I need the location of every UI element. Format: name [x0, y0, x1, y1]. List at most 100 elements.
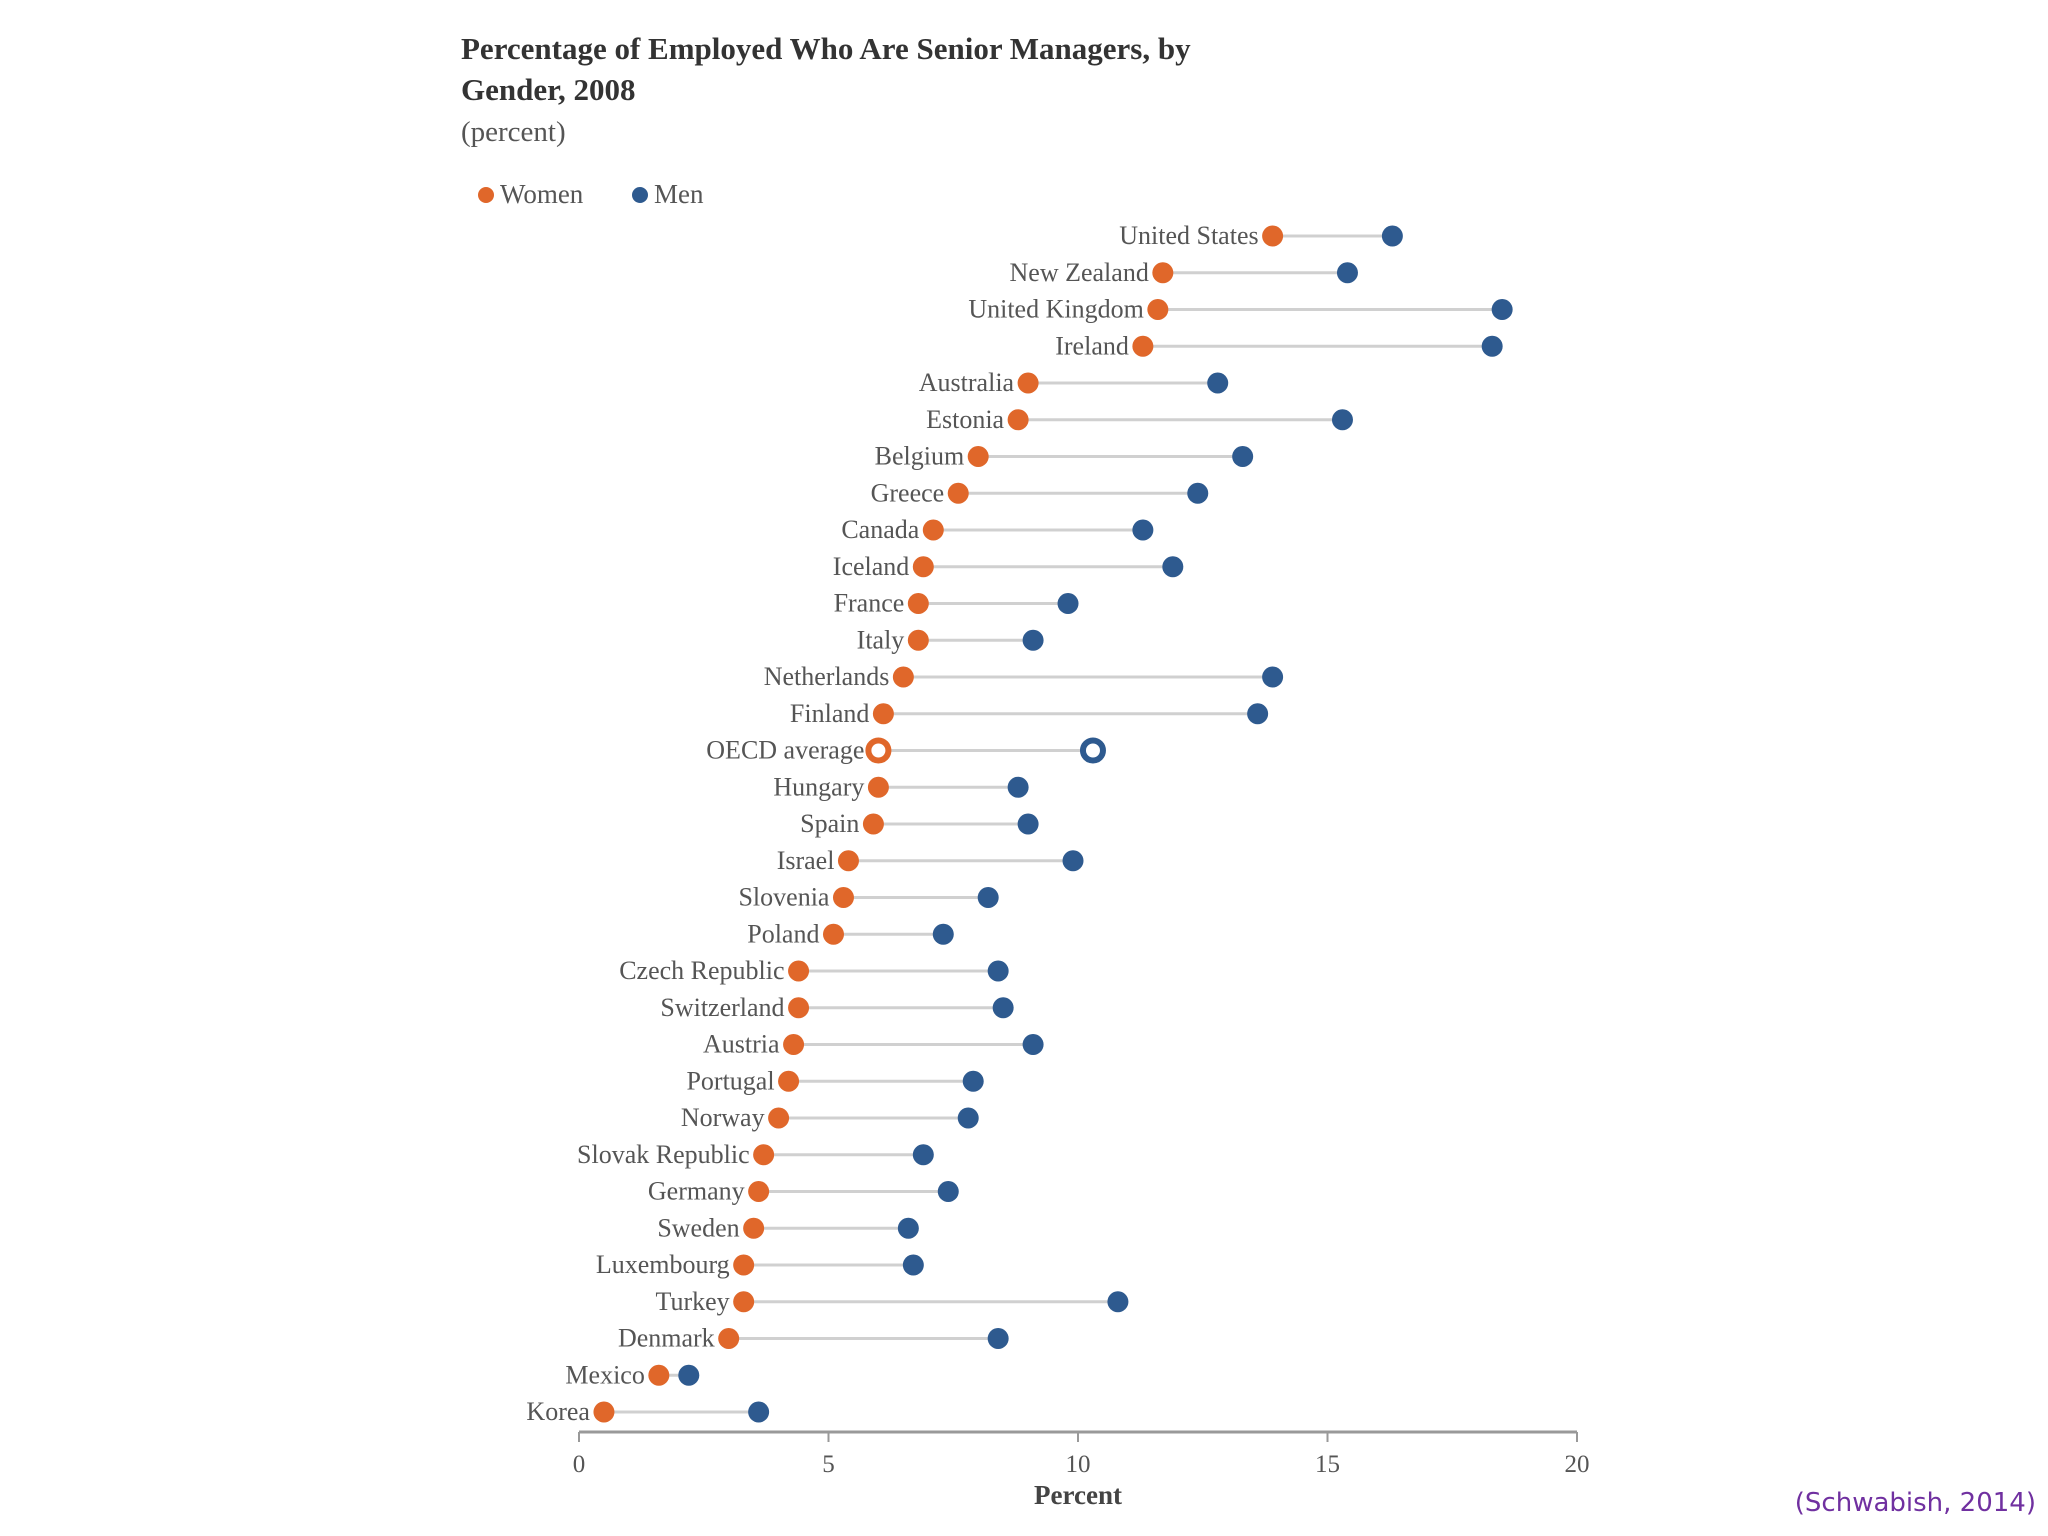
row-turkey: Turkey — [655, 1287, 1129, 1316]
point-women-czech-republic — [788, 960, 810, 982]
x-tick-label-15: 15 — [1315, 1451, 1340, 1478]
country-label-greece: Greece — [871, 478, 945, 507]
x-tick-label-5: 5 — [822, 1451, 835, 1478]
row-norway: Norway — [681, 1103, 979, 1132]
row-spain: Spain — [800, 809, 1039, 838]
country-label-france: France — [834, 589, 905, 618]
row-united-kingdom: United Kingdom — [968, 295, 1513, 324]
point-women-canada — [922, 519, 944, 541]
point-men-austria — [1022, 1034, 1044, 1055]
point-men-ireland — [1481, 335, 1503, 357]
point-men-united-states — [1381, 225, 1403, 247]
country-label-belgium: Belgium — [875, 442, 965, 471]
country-label-estonia: Estonia — [926, 405, 1004, 434]
point-women-turkey — [733, 1291, 755, 1313]
point-men-canada — [1132, 519, 1154, 541]
legend-label-women: Women — [500, 179, 584, 209]
row-slovak-republic: Slovak Republic — [577, 1140, 934, 1169]
country-label-slovenia: Slovenia — [738, 883, 829, 912]
point-women-spain — [862, 813, 884, 835]
country-label-germany: Germany — [648, 1177, 745, 1206]
country-label-italy: Italy — [857, 625, 905, 654]
x-tick-label-0: 0 — [573, 1451, 586, 1478]
x-tick-label-20: 20 — [1565, 1451, 1590, 1478]
country-label-turkey: Turkey — [655, 1287, 729, 1316]
point-men-new-zealand — [1336, 262, 1358, 284]
legend-swatch-women — [478, 187, 494, 203]
point-women-luxembourg — [733, 1254, 755, 1276]
point-men-portugal — [962, 1070, 984, 1092]
country-label-norway: Norway — [681, 1103, 765, 1132]
point-men-hungary — [1007, 776, 1029, 798]
point-men-israel — [1062, 850, 1084, 872]
point-men-iceland — [1162, 556, 1184, 578]
row-austria: Austria — [703, 1030, 1044, 1059]
point-men-denmark — [987, 1328, 1009, 1349]
point-women-norway — [768, 1107, 790, 1129]
point-women-slovak-republic — [753, 1144, 775, 1166]
row-hungary: Hungary — [773, 772, 1029, 801]
row-france: France — [834, 589, 1079, 618]
legend: Women Men — [478, 179, 704, 209]
country-label-korea: Korea — [526, 1397, 590, 1426]
point-men-oecd-average — [1079, 737, 1106, 764]
row-denmark: Denmark — [618, 1324, 1009, 1353]
point-men-norway — [957, 1107, 979, 1129]
point-women-portugal — [778, 1070, 800, 1092]
chart-title-line-2: Gender, 2008 — [461, 72, 636, 107]
point-women-new-zealand — [1152, 262, 1174, 284]
country-label-spain: Spain — [800, 809, 859, 838]
point-men-netherlands — [1262, 666, 1284, 688]
point-men-estonia — [1331, 409, 1353, 431]
row-new-zealand: New Zealand — [1010, 258, 1358, 287]
legend-label-men: Men — [654, 179, 704, 209]
country-label-denmark: Denmark — [618, 1324, 715, 1353]
point-women-finland — [872, 703, 894, 725]
point-women-israel — [837, 850, 859, 872]
x-axis-label: Percent — [1034, 1480, 1122, 1510]
point-men-greece — [1187, 482, 1209, 504]
country-label-sweden: Sweden — [657, 1213, 739, 1242]
point-men-switzerland — [992, 997, 1014, 1019]
row-canada: Canada — [841, 515, 1154, 544]
point-women-italy — [907, 629, 929, 651]
point-women-iceland — [912, 556, 934, 578]
point-women-sweden — [743, 1217, 765, 1239]
row-portugal: Portugal — [686, 1066, 984, 1095]
point-women-slovenia — [832, 887, 854, 908]
point-women-mexico — [648, 1364, 670, 1386]
point-men-germany — [937, 1181, 959, 1202]
point-men-united-kingdom — [1491, 299, 1513, 320]
row-united-states: United States — [1119, 221, 1403, 250]
country-label-united-kingdom: United Kingdom — [968, 295, 1144, 324]
point-women-united-states — [1262, 225, 1284, 247]
legend-swatch-men — [632, 187, 648, 203]
country-label-slovak-republic: Slovak Republic — [577, 1140, 750, 1169]
row-greece: Greece — [871, 478, 1209, 507]
point-men-spain — [1017, 813, 1039, 835]
point-women-ireland — [1132, 335, 1154, 357]
country-label-oecd-average: OECD average — [706, 736, 864, 765]
chart-subtitle: (percent) — [461, 116, 566, 148]
point-men-korea — [748, 1401, 770, 1423]
row-mexico: Mexico — [565, 1360, 700, 1389]
x-tick-label-10: 10 — [1066, 1451, 1091, 1478]
point-women-united-kingdom — [1147, 299, 1169, 320]
row-finland: Finland — [790, 699, 1269, 728]
row-belgium: Belgium — [875, 442, 1254, 471]
row-israel: Israel — [777, 846, 1084, 875]
point-men-mexico — [678, 1364, 700, 1386]
point-women-belgium — [967, 446, 989, 467]
country-label-united-states: United States — [1119, 221, 1258, 250]
x-axis: 0 5 10 15 20 Percent — [573, 1430, 1590, 1510]
row-germany: Germany — [648, 1177, 959, 1206]
country-label-czech-republic: Czech Republic — [619, 956, 784, 985]
point-men-slovenia — [977, 887, 999, 908]
country-label-poland: Poland — [747, 919, 819, 948]
chart-title-line-1: Percentage of Employed Who Are Senior Ma… — [461, 31, 1191, 66]
row-iceland: Iceland — [833, 552, 1184, 581]
point-women-austria — [783, 1034, 805, 1055]
country-label-switzerland: Switzerland — [660, 993, 784, 1022]
point-men-finland — [1247, 703, 1269, 725]
